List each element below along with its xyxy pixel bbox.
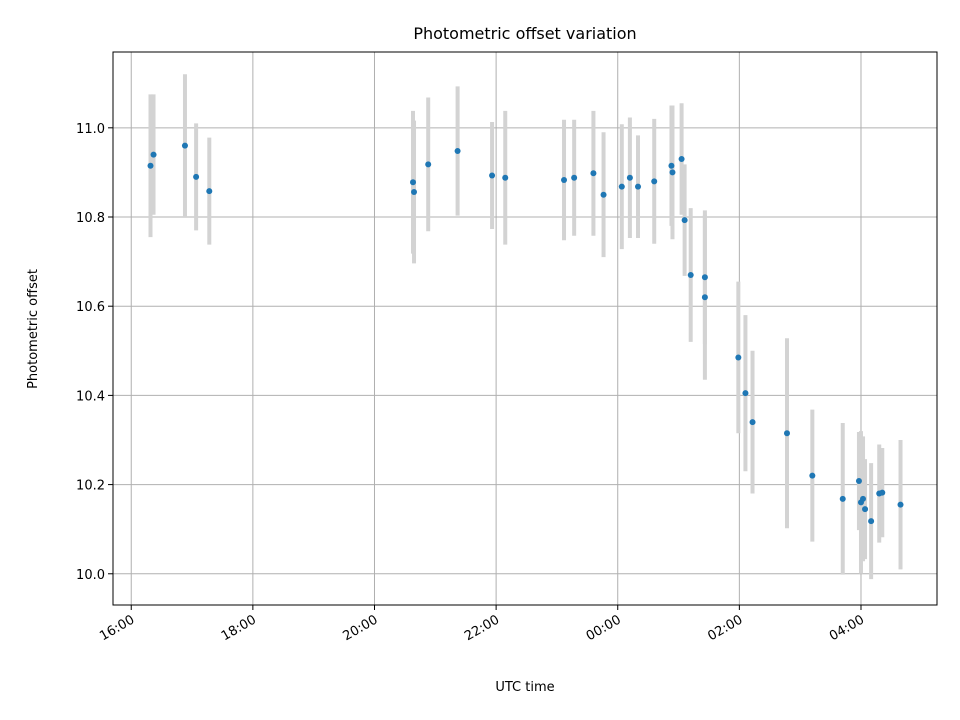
data-point [626, 174, 633, 181]
data-point [425, 161, 432, 168]
data-point [839, 495, 846, 502]
x-tick-label: 04:00 [827, 612, 867, 644]
x-axis-label: UTC time [495, 680, 554, 695]
data-point [411, 189, 418, 196]
data-point [147, 162, 154, 169]
y-tick-label: 10.6 [76, 300, 105, 315]
data-point [502, 174, 509, 181]
data-point [571, 174, 578, 181]
data-point [862, 506, 869, 513]
x-tick-label: 22:00 [462, 612, 502, 644]
data-point [590, 170, 597, 177]
data-point [879, 489, 886, 496]
data-point [783, 430, 790, 437]
x-tick-label: 20:00 [341, 612, 381, 644]
data-point [669, 169, 676, 176]
data-point [809, 472, 816, 479]
x-tick-label: 00:00 [584, 612, 624, 644]
data-point [701, 294, 708, 301]
data-point [701, 274, 708, 281]
data-point [206, 188, 213, 195]
data-point [668, 162, 675, 169]
data-point [749, 419, 756, 426]
data-point [742, 390, 749, 397]
x-axis: 16:00 18:00 20:00 22:00 00:00 02:00 04:00 [97, 605, 867, 644]
error-bars [148, 74, 903, 580]
data-point [635, 183, 642, 190]
data-point [181, 142, 188, 149]
x-tick-label: 16:00 [97, 612, 137, 644]
data-point [150, 151, 157, 158]
data-point [678, 156, 685, 163]
plot-frame [112, 51, 938, 606]
x-tick-label: 18:00 [219, 612, 259, 644]
data-point [193, 173, 200, 180]
y-tick-label: 10.8 [76, 211, 105, 226]
data-point [410, 179, 417, 186]
data-point [618, 183, 625, 190]
chart-title: Photometric offset variation [413, 24, 636, 43]
y-axis: 10.0 10.2 10.4 10.6 10.8 11.0 [76, 122, 113, 583]
data-point [855, 478, 862, 485]
data-point [735, 354, 742, 361]
y-tick-label: 11.0 [76, 122, 105, 137]
y-tick-label: 10.4 [76, 389, 105, 404]
data-point [860, 495, 867, 502]
data-point [681, 217, 688, 224]
data-point [687, 271, 694, 278]
data-point [454, 148, 461, 155]
data-point [600, 191, 607, 198]
data-point [651, 178, 658, 185]
x-tick-label: 02:00 [705, 612, 745, 644]
data-point [868, 518, 875, 525]
data-point [561, 176, 568, 183]
y-tick-label: 10.0 [76, 568, 105, 583]
y-axis-label: Photometric offset [26, 269, 41, 389]
data-point [897, 501, 904, 508]
y-tick-label: 10.2 [76, 479, 105, 494]
data-point [489, 172, 496, 179]
markers [147, 142, 904, 525]
